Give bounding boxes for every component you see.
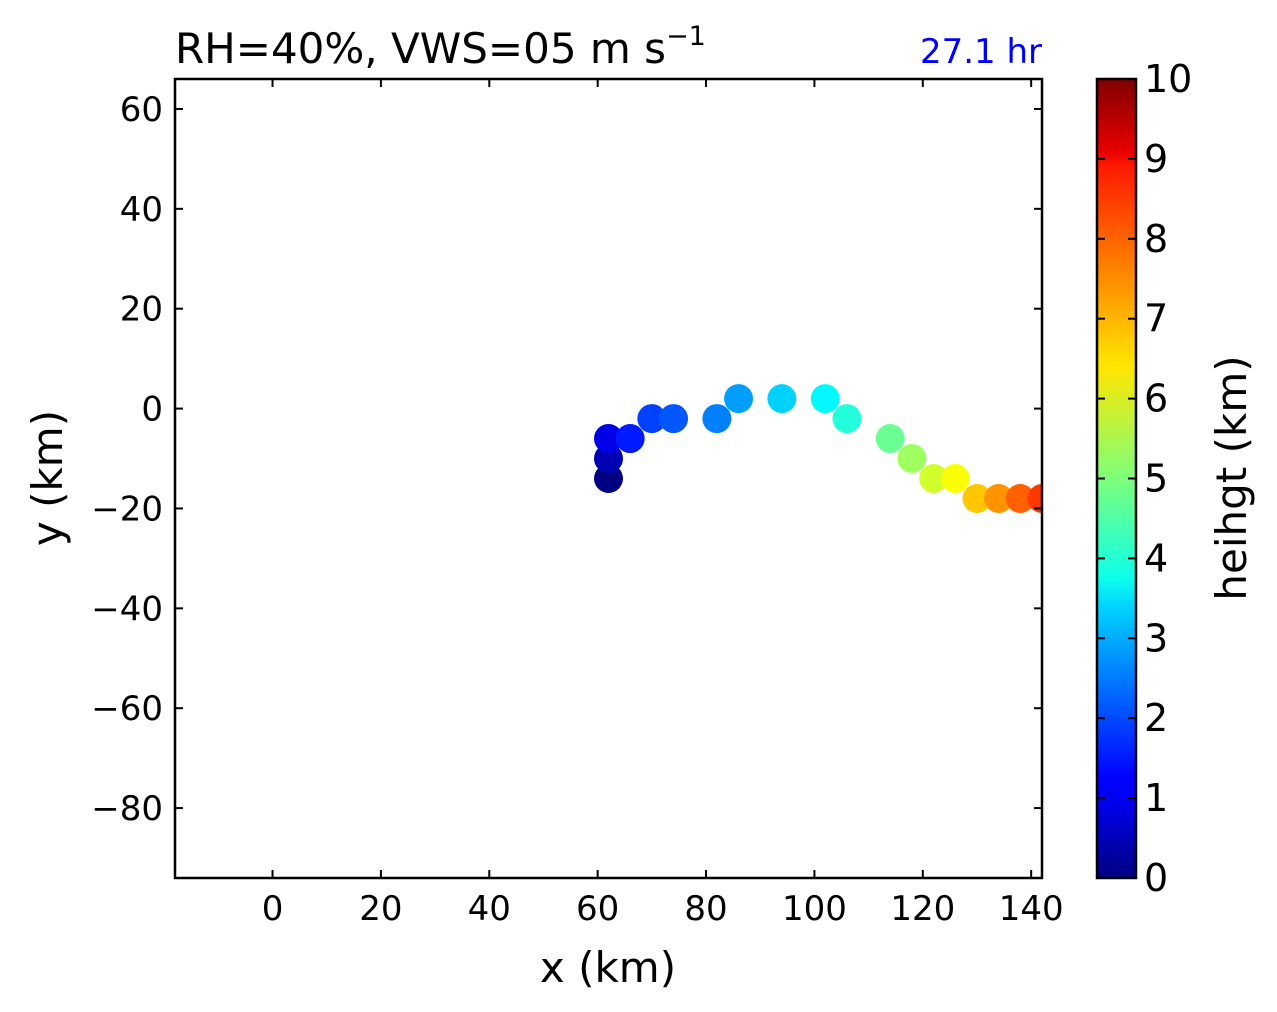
data-point (1005, 483, 1035, 513)
colorbar-tick-label: 6 (1144, 377, 1168, 421)
x-tick-label: 0 (262, 889, 284, 929)
x-tick-label: 40 (468, 889, 511, 929)
colorbar-tick-label: 4 (1144, 536, 1168, 580)
colorbar-tick-label: 7 (1144, 297, 1168, 341)
data-point (767, 384, 797, 414)
colorbar-tick-label: 3 (1144, 616, 1168, 660)
y-tick-label: −20 (91, 489, 163, 529)
x-tick-label: 100 (782, 889, 847, 929)
chart-title: RH=40%, VWS=05 m s−1 (175, 21, 706, 73)
data-point (875, 424, 905, 454)
y-tick-label: 0 (141, 390, 163, 430)
data-point (594, 424, 623, 454)
chart-title-superscript: −1 (666, 21, 706, 52)
y-tick-label: −60 (91, 689, 163, 729)
data-point (637, 404, 667, 434)
y-tick-label: 60 (120, 90, 163, 130)
x-axis-label: x (km) (540, 943, 676, 992)
colorbar-tick-label: 8 (1144, 217, 1168, 261)
x-tick-label: 80 (684, 889, 727, 929)
data-point (962, 483, 992, 513)
data-point (594, 464, 623, 493)
data-point (897, 444, 927, 474)
data-point (984, 483, 1014, 513)
colorbar-tick-label: 0 (1144, 856, 1168, 900)
x-tick-label: 120 (890, 889, 955, 929)
data-point (724, 384, 754, 414)
x-axis-ticks: 0 20 40 60 80 100 120 140 (262, 79, 1064, 929)
colorbar-tick-label: 1 (1144, 776, 1168, 820)
colorbar-tick-label: 5 (1144, 457, 1168, 501)
colorbar-ticks: 0 1 2 3 4 5 6 7 8 9 10 (1097, 57, 1192, 900)
data-points (594, 384, 1042, 513)
x-tick-label: 140 (999, 889, 1064, 929)
colorbar-tick-label: 2 (1144, 696, 1168, 740)
data-point (810, 384, 840, 414)
colorbar-tick-label: 10 (1144, 57, 1192, 101)
y-tick-label: 40 (120, 190, 163, 230)
y-tick-label: −40 (91, 589, 163, 629)
data-point (594, 444, 623, 474)
x-tick-label: 60 (576, 889, 619, 929)
data-point (702, 404, 732, 434)
y-tick-label: 20 (120, 290, 163, 330)
y-tick-label: −80 (91, 789, 163, 829)
plot-frame (173, 77, 1044, 880)
y-axis-ticks: 60 40 20 0 −20 −40 −60 −80 (91, 90, 1042, 829)
data-point (940, 464, 970, 493)
data-point (659, 404, 689, 434)
data-point (615, 424, 645, 454)
colorbar-tick-label: 9 (1144, 137, 1168, 181)
data-point (1027, 483, 1042, 513)
x-tick-label: 20 (359, 889, 402, 929)
colorbar-label: heihgt (km) (1207, 355, 1256, 600)
y-axis-label: y (km) (23, 410, 72, 546)
time-annotation: 27.1 hr (920, 32, 1042, 72)
data-point (832, 404, 862, 434)
data-point (919, 464, 949, 493)
